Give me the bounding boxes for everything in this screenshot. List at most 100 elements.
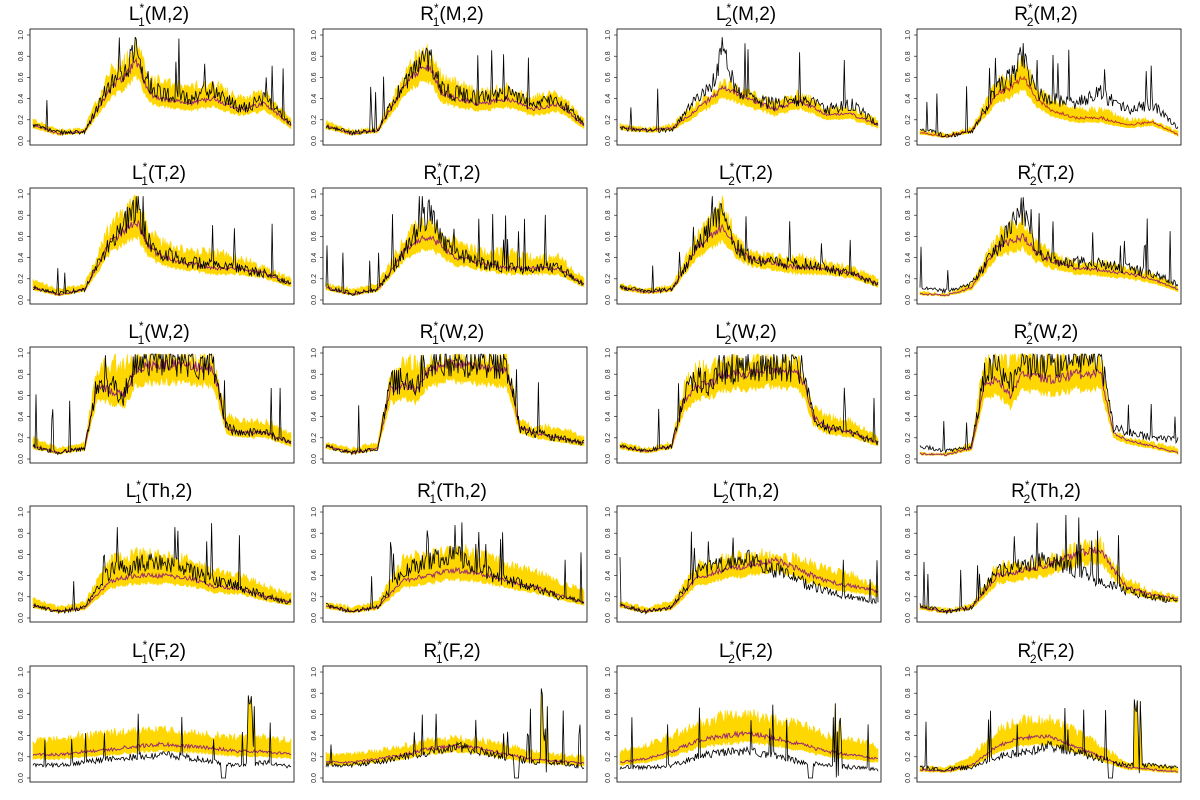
- title-args: (T,2): [1036, 163, 1075, 184]
- title-superscript: *: [725, 319, 731, 333]
- axes-box: [916, 187, 1182, 305]
- y-tick-label: 0.8: [905, 210, 912, 220]
- title-args: (M,2): [731, 4, 777, 25]
- title-subscript: 2: [1026, 15, 1034, 29]
- y-tick-label: 0.2: [311, 752, 318, 762]
- y-tick-label: 0.4: [311, 412, 318, 422]
- title-superscript: *: [723, 478, 728, 492]
- title-subscript: 2: [728, 174, 735, 188]
- panel-title: L*1(T,2): [14, 160, 304, 188]
- axes-box: [29, 187, 295, 305]
- title-subscript: 2: [724, 333, 732, 347]
- plot-area: 0.0 0.2 0.4 0.6 0.8 1.0: [18, 346, 295, 464]
- uncertainty-band: [32, 353, 292, 455]
- estimate-line: [619, 223, 879, 294]
- y-tick-label: 0.4: [605, 94, 612, 104]
- plot-area: 0.0 0.2 0.4 0.6 0.8 1.0: [605, 505, 882, 623]
- panel-R1_M: R*1(M,2) 0.0 0.2 0.4 0.6 0.8 1.0: [307, 1, 597, 154]
- y-tick-label: 1.0: [311, 189, 318, 199]
- y-tick-label: 0.8: [605, 369, 612, 379]
- title-superscript: *: [433, 319, 439, 333]
- y-tick-label: 0.0: [905, 295, 912, 305]
- uncertainty-band: [325, 217, 585, 297]
- y-tick-label: 0.6: [905, 549, 912, 559]
- panel-L1_W: L*1(W,2) 0.0 0.2 0.4 0.6 0.8 1.0: [14, 319, 304, 472]
- title-letter: R: [417, 481, 431, 502]
- y-tick-label: 1.0: [311, 348, 318, 358]
- uncertainty-band: [32, 37, 292, 136]
- axes-box: [322, 28, 588, 146]
- title-subscript: 2: [1029, 652, 1037, 666]
- y-tick-label: 0.0: [311, 136, 318, 146]
- y-tick-label: 0.6: [18, 72, 25, 82]
- y-tick-label: 0.4: [605, 731, 612, 741]
- uncertainty-band: [919, 536, 1179, 614]
- panel-R2_F: R*2(F,2) 0.0 0.2 0.4 0.6 0.8 1.0: [901, 638, 1191, 791]
- y-tick-label: 1.0: [905, 30, 912, 40]
- uncertainty-band: [325, 544, 585, 614]
- axes-box: [29, 665, 295, 783]
- y-tick-label: 0.2: [18, 115, 25, 125]
- y-tick-label: 0.8: [18, 369, 25, 379]
- title-superscript: *: [729, 160, 735, 174]
- y-tick-label: 0.6: [18, 709, 25, 719]
- title-args: (F,2): [734, 641, 773, 662]
- plot-area: 0.0 0.2 0.4 0.6 0.8 1.0: [605, 187, 882, 305]
- y-tick-label: 0.0: [605, 136, 612, 146]
- estimate-line: [919, 368, 1179, 457]
- title-letter: R: [1011, 481, 1025, 502]
- title-superscript: *: [1028, 1, 1033, 15]
- estimate-line: [32, 57, 292, 136]
- panel-title: R*1(W,2): [307, 319, 597, 347]
- panel-L2_F: L*2(F,2) 0.0 0.2 0.4 0.6 0.8 1.0: [601, 638, 891, 791]
- title-args: (W,2): [144, 322, 190, 343]
- title-superscript: *: [136, 478, 141, 492]
- title-args: (F,2): [147, 641, 186, 662]
- uncertainty-band: [32, 695, 292, 761]
- estimate-line: [32, 741, 292, 757]
- y-tick-label: 1.0: [905, 348, 912, 358]
- title-subscript: 1: [134, 492, 142, 506]
- axes-box: [322, 187, 588, 305]
- title-letter: R: [1013, 322, 1028, 343]
- title-superscript: *: [434, 1, 439, 15]
- title-letter: R: [1017, 163, 1032, 184]
- title-superscript: *: [729, 638, 735, 652]
- title-letter: L: [128, 4, 140, 25]
- axes-box: [916, 665, 1182, 783]
- y-tick-label: 0.8: [605, 528, 612, 538]
- observed-line: [919, 699, 1179, 779]
- title-superscript: *: [437, 638, 442, 652]
- axes-box: [916, 505, 1182, 623]
- observed-line: [32, 196, 292, 296]
- y-tick-label: 0.8: [605, 51, 612, 61]
- uncertainty-band: [919, 353, 1179, 457]
- y-tick-label: 0.6: [605, 390, 612, 400]
- title-letter: L: [715, 322, 726, 343]
- uncertainty-band: [619, 703, 879, 766]
- panel-L1_M: L*1(M,2) 0.0 0.2 0.4 0.6 0.8 1.0: [14, 1, 304, 154]
- y-tick-label: 1.0: [311, 30, 318, 40]
- y-tick-label: 0.8: [605, 688, 612, 698]
- axes-box: [322, 505, 588, 623]
- y-tick-label: 0.2: [905, 433, 912, 443]
- title-superscript: *: [1031, 638, 1036, 652]
- y-tick-label: 0.0: [905, 613, 912, 623]
- panel-title: R*1(F,2): [307, 638, 597, 666]
- plot-area: 0.0 0.2 0.4 0.6 0.8 1.0: [905, 505, 1182, 623]
- panel-title: L*2(W,2): [601, 319, 891, 347]
- observed-line: [919, 43, 1179, 138]
- panel-title: R*2(Th,2): [901, 478, 1191, 506]
- panel-title: R*2(M,2): [901, 1, 1191, 29]
- y-tick-label: 0.0: [905, 773, 912, 783]
- uncertainty-band: [325, 688, 585, 767]
- panel-title: R*2(T,2): [901, 160, 1191, 188]
- y-tick-label: 0.2: [18, 433, 25, 443]
- y-tick-label: 0.2: [905, 274, 912, 284]
- y-tick-label: 0.4: [905, 94, 912, 104]
- y-tick-label: 0.4: [905, 571, 912, 581]
- panel-R1_Th: R*1(Th,2) 0.0 0.2 0.4 0.6 0.8 1.0: [307, 478, 597, 631]
- y-tick-label: 0.0: [311, 773, 318, 783]
- title-letter: L: [125, 481, 137, 502]
